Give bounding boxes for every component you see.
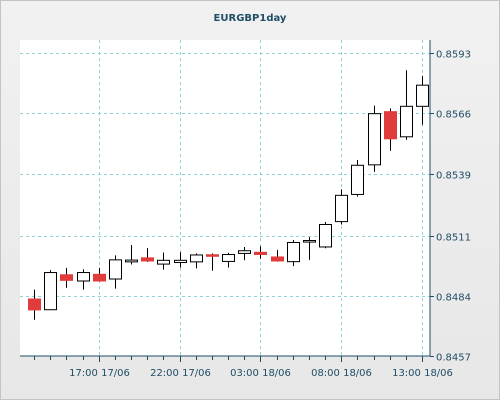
candles — [28, 70, 429, 320]
candle — [271, 249, 284, 262]
candle-body-down — [28, 298, 41, 311]
candle — [44, 270, 57, 311]
candle-body-down — [206, 254, 219, 257]
candle-body-up — [125, 259, 138, 263]
candle — [319, 222, 332, 249]
candle-body-up — [190, 254, 203, 263]
x-tick-label: 17:00 17/06 — [69, 368, 130, 379]
candle — [125, 244, 138, 265]
candle — [190, 253, 203, 269]
candle-body-up — [335, 194, 348, 223]
candle-body-up — [351, 164, 364, 195]
candle — [174, 252, 187, 268]
candle — [254, 246, 267, 259]
candle — [400, 70, 413, 140]
candle — [384, 108, 397, 151]
candle — [141, 248, 154, 262]
candle-body-down — [60, 274, 73, 281]
candle-body-up — [303, 240, 316, 243]
candle — [109, 255, 122, 289]
candle-body-up — [222, 254, 235, 262]
x-tick-label: 13:00 18/06 — [392, 368, 453, 379]
candle-body-up — [44, 272, 57, 311]
candle-body-up — [77, 272, 90, 282]
chart-title: EURGBP1day — [213, 13, 287, 24]
candle — [303, 237, 316, 260]
candle-body-down — [384, 111, 397, 140]
candle-body-up — [416, 84, 429, 107]
y-tick-label: 0.8484 — [436, 293, 471, 304]
axes — [20, 40, 434, 362]
candle — [335, 189, 348, 225]
candle-body-up — [400, 105, 413, 138]
candle-body-up — [287, 242, 300, 263]
candle — [416, 75, 429, 125]
candle — [77, 269, 90, 290]
candle-body-up — [238, 250, 251, 254]
candle — [60, 267, 73, 288]
tick-labels: 0.8457 0.8484 0.8511 0.8539 0.8566 0.8593 17:0… — [69, 50, 471, 380]
candle-body-up — [368, 113, 381, 166]
y-tick-label: 0.8593 — [436, 50, 471, 61]
candle-body-up — [109, 259, 122, 280]
candle — [368, 105, 381, 172]
y-tick-label: 0.8457 — [436, 353, 471, 364]
candle-body-down — [141, 257, 154, 262]
y-tick-label: 0.8511 — [436, 233, 471, 244]
candle-body-down — [93, 273, 106, 282]
candle — [206, 253, 219, 271]
candle-body-down — [254, 251, 267, 256]
candle — [351, 159, 364, 197]
candle-body-up — [174, 259, 187, 264]
plot-area — [20, 40, 430, 356]
candle — [28, 289, 41, 320]
candle — [157, 252, 170, 270]
x-tick-label: 03:00 18/06 — [230, 368, 291, 379]
x-tick-label: 08:00 18/06 — [311, 368, 372, 379]
x-tick-label: 22:00 17/06 — [150, 368, 211, 379]
candle-body-up — [157, 259, 170, 265]
candle-body-down — [271, 256, 284, 262]
candle — [222, 252, 235, 268]
y-tick-label: 0.8539 — [436, 171, 471, 182]
candle — [93, 267, 106, 282]
y-tick-label: 0.8566 — [436, 110, 471, 121]
candle — [238, 246, 251, 261]
candle-body-up — [319, 223, 332, 248]
candle — [287, 240, 300, 267]
